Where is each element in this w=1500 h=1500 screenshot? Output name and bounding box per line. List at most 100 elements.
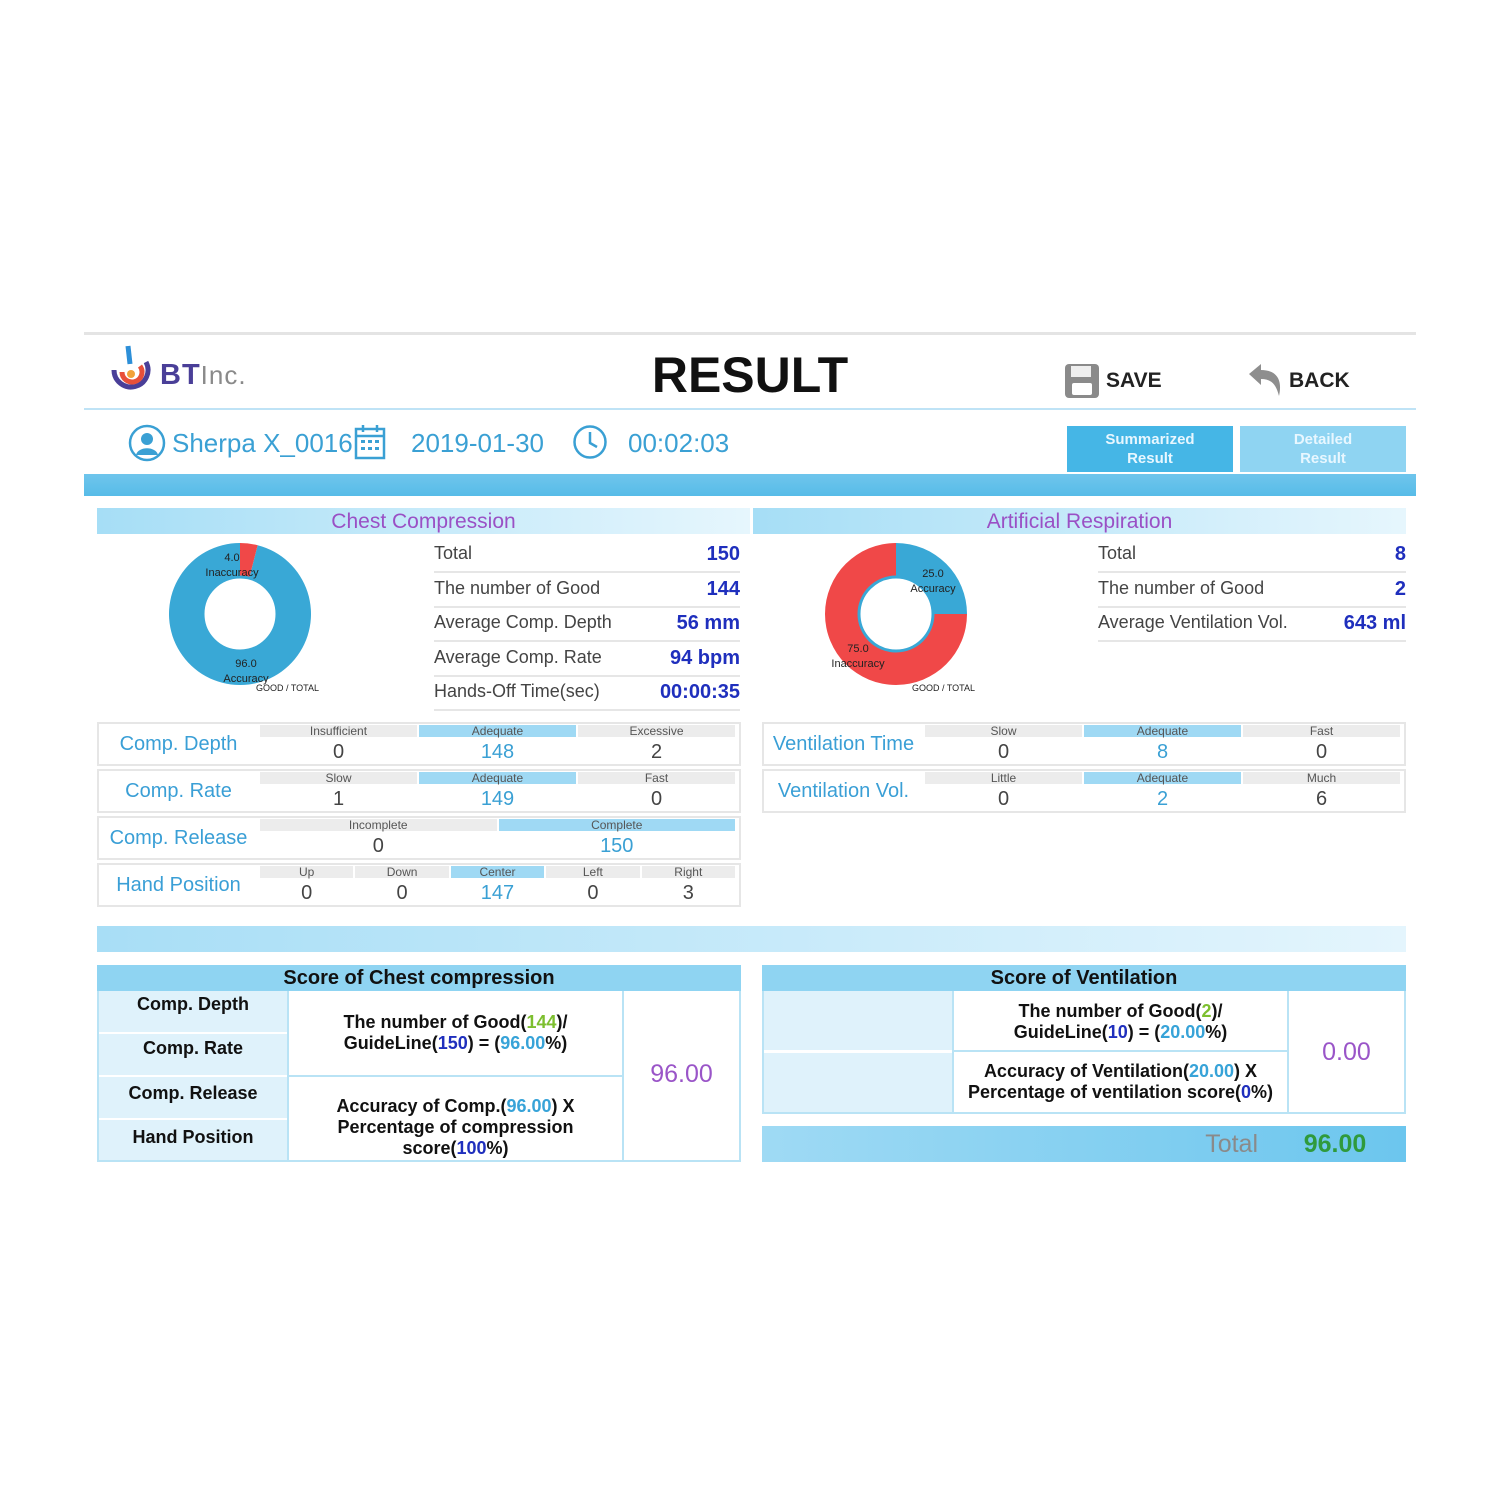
metric-cell-header: Much <box>1243 772 1400 785</box>
stat-value: 643 ml <box>1343 612 1406 634</box>
donut-bad-value: 4.0 <box>224 552 239 564</box>
stat-divider <box>434 640 740 642</box>
tab-summarized-result[interactable]: Summarized Result <box>1067 426 1233 472</box>
metric-cell-header: Down <box>355 866 449 879</box>
metric-cell-value: 0 <box>396 882 408 904</box>
stat-value: 8 <box>1394 543 1406 565</box>
metric-cell-value: 150 <box>600 835 634 857</box>
metric-row-label: Comp. Rate <box>125 780 232 802</box>
divider <box>954 1050 1287 1052</box>
chest-compression-header: Chest Compression <box>97 508 750 534</box>
resp-accuracy-donut: 25.0 Accuracy 75.0 Inaccuracy GOOD / TOTAL <box>825 543 975 693</box>
save-icon[interactable] <box>1064 363 1100 399</box>
donut-bad-slice <box>240 543 258 579</box>
metric-cell-header: Little <box>925 772 1082 785</box>
back-arrow-icon[interactable] <box>1245 360 1285 400</box>
metric-cell-value: 0 <box>332 741 345 763</box>
donut-bad-label: Inaccuracy <box>205 567 259 579</box>
header-divider <box>84 408 1416 410</box>
divider <box>289 1075 622 1077</box>
stat-label: Average Comp. Depth <box>434 612 612 632</box>
metric-cell-value: 149 <box>480 788 515 810</box>
metric-row-label: Comp. Release <box>109 827 248 849</box>
chest-score-header: Score of Chest compression <box>97 965 741 991</box>
tab-detailed-result[interactable]: Detailed Result <box>1240 426 1406 472</box>
metric-cell-value: 6 <box>1315 788 1328 810</box>
divider <box>1287 991 1289 1113</box>
metric-cell-header: Adequate <box>419 772 576 785</box>
stat-value: 00:00:35 <box>659 681 740 703</box>
score-label-comp-depth: Comp. Depth <box>99 991 287 1032</box>
header-band <box>84 474 1416 496</box>
metric-cell-header: Excessive <box>578 725 735 738</box>
stat-divider <box>434 605 740 608</box>
metric-cell-header: Complete <box>498 819 735 832</box>
metric-cell-value: 1 <box>332 788 345 810</box>
metric-cell-value: 0 <box>1315 741 1328 763</box>
donut-hole <box>857 575 935 653</box>
chest-accuracy-formula: Accuracy of Comp.(96.00) X Percentage of… <box>336 1096 575 1158</box>
metric-cell-value: 2 <box>1156 788 1169 810</box>
vent-accuracy-formula: Accuracy of Ventilation(20.00) X Percent… <box>967 1061 1274 1102</box>
metric-cell-header: Slow <box>925 725 1082 738</box>
bt-logo-icon <box>111 345 151 390</box>
metric-cell-header: Slow <box>260 772 417 785</box>
metric-cell-value: 148 <box>480 741 515 763</box>
vent-score-value: 0.00 <box>1322 1038 1371 1066</box>
stat-label: Average Comp. Rate <box>434 646 602 667</box>
metric-cell-value: 2 <box>650 741 663 763</box>
metric-cell-header: Adequate <box>1084 725 1241 738</box>
metric-row-label: Comp. Depth <box>119 733 238 755</box>
stat-label: Total <box>1098 543 1137 563</box>
page-title: RESULT <box>651 347 849 403</box>
donut-good-slice <box>169 543 311 685</box>
metric-cell-header: Adequate <box>419 725 576 738</box>
metric-cell-header: Center <box>450 866 545 879</box>
metric-cell-header: Incomplete <box>260 819 497 832</box>
score-band <box>97 926 1406 952</box>
metric-row-label: Ventilation Vol. <box>777 780 910 802</box>
stat-divider <box>434 674 740 677</box>
session-date: 2019-01-30 <box>411 428 544 458</box>
metric-cell-header: Left <box>546 866 640 879</box>
metric-cell-value: 0 <box>997 741 1010 763</box>
metric-cell-value: 147 <box>480 882 515 904</box>
session-time: 00:02:03 <box>628 428 730 458</box>
score-label-hand-position: Hand Position <box>99 1120 287 1160</box>
metric-cell-header: Adequate <box>1084 772 1241 785</box>
stat-divider <box>1098 640 1406 642</box>
metric-cell-header: Fast <box>578 772 735 785</box>
metric-cell-header: Fast <box>1243 725 1400 738</box>
stat-label: Hands-Off Time(sec) <box>434 681 600 701</box>
total-label: Total <box>1205 1130 1258 1158</box>
donut-good-value: 25.0 <box>922 568 943 580</box>
donut-hole <box>201 575 279 653</box>
stat-value: 2 <box>1394 577 1406 600</box>
stat-divider <box>1098 571 1406 573</box>
divider <box>764 1050 952 1053</box>
stat-label: The number of Good <box>1098 577 1265 598</box>
metric-cell-header: Right <box>641 866 735 879</box>
stat-value: 56 mm <box>676 612 740 634</box>
stat-divider <box>434 709 740 711</box>
chest-score-value: 96.00 <box>650 1060 713 1088</box>
stat-value: 144 <box>706 577 740 600</box>
score-label-comp-release: Comp. Release <box>99 1077 287 1118</box>
metric-cell-header: Insufficient <box>260 725 417 738</box>
top-divider <box>84 332 1416 335</box>
logo-text: BTInc. <box>160 359 247 391</box>
donut-legend: GOOD / TOTAL <box>256 683 319 693</box>
metric-row-label: Hand Position <box>116 874 241 896</box>
metric-cell-value: 3 <box>682 882 694 904</box>
metric-cell-value: 0 <box>372 835 384 857</box>
stat-divider <box>1098 605 1406 608</box>
user-icon <box>128 424 166 462</box>
save-button[interactable]: SAVE <box>1106 369 1162 392</box>
metric-cell-value: 0 <box>587 882 599 904</box>
metric-cell-value: 0 <box>650 788 663 810</box>
back-button[interactable]: BACK <box>1289 369 1350 392</box>
stat-value: 150 <box>706 543 740 565</box>
metric-cell-value: 0 <box>301 882 313 904</box>
calendar-icon <box>354 425 386 460</box>
